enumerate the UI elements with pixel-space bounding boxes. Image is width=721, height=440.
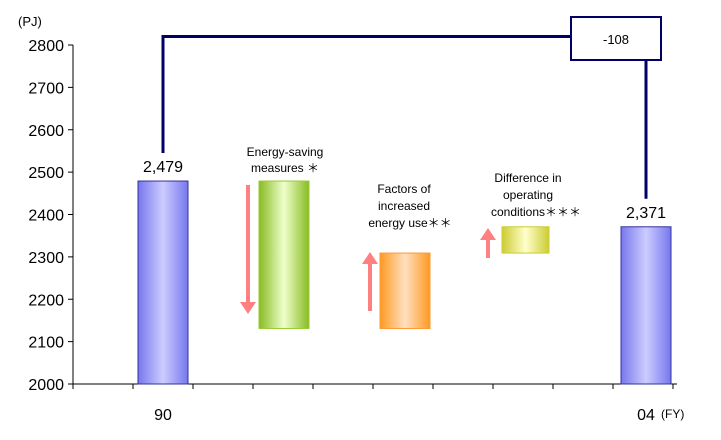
- arrow-conditions: [480, 228, 496, 258]
- plot-area: 2000 2100 2200 2300 2400 2500 2600 2700 2800: [28, 35, 677, 394]
- label-conditions-line1: Difference in: [494, 171, 561, 185]
- y-tick-label-2400: 2400: [28, 208, 64, 225]
- bar-conditions: [501, 226, 550, 254]
- bar-fy04: [620, 226, 672, 385]
- difference-value: -108: [603, 32, 629, 47]
- y-tick-label-2800: 2800: [28, 38, 64, 55]
- value-label-fy04: 2,371: [626, 205, 666, 222]
- value-label-fy90: 2,479: [143, 159, 183, 176]
- label-saving-line1: Energy-saving: [247, 145, 324, 159]
- arrow-saving: [240, 185, 256, 314]
- y-tick-label-2200: 2200: [28, 292, 64, 309]
- label-factors-line3: energy use＊＊: [368, 216, 451, 230]
- arrow-factors: [362, 252, 378, 311]
- y-tick-label-2500: 2500: [28, 165, 64, 182]
- label-saving-line2: measures ＊: [251, 161, 319, 175]
- category-label-90: 90: [154, 407, 172, 424]
- label-conditions-line2: operating: [503, 188, 553, 202]
- bar-fy90: [137, 180, 189, 385]
- y-tick-label-2600: 2600: [28, 123, 64, 140]
- y-tick-label-2100: 2100: [28, 335, 64, 352]
- category-label-04: 04: [637, 407, 655, 424]
- y-tick-label-2300: 2300: [28, 250, 64, 267]
- difference-box: [570, 16, 662, 61]
- label-factors-line2: increased: [378, 199, 430, 213]
- label-conditions-line3: conditions＊＊＊: [491, 205, 581, 219]
- y-unit-label: (PJ): [18, 14, 42, 29]
- bar-factors: [379, 252, 431, 329]
- y-tick-label-2700: 2700: [28, 80, 64, 97]
- bar-saving: [258, 180, 310, 329]
- difference-bracket: [161, 35, 648, 199]
- y-tick-label-2000: 2000: [28, 377, 64, 394]
- x-unit-label: (FY): [661, 407, 684, 421]
- label-factors-line1: Factors of: [377, 182, 431, 196]
